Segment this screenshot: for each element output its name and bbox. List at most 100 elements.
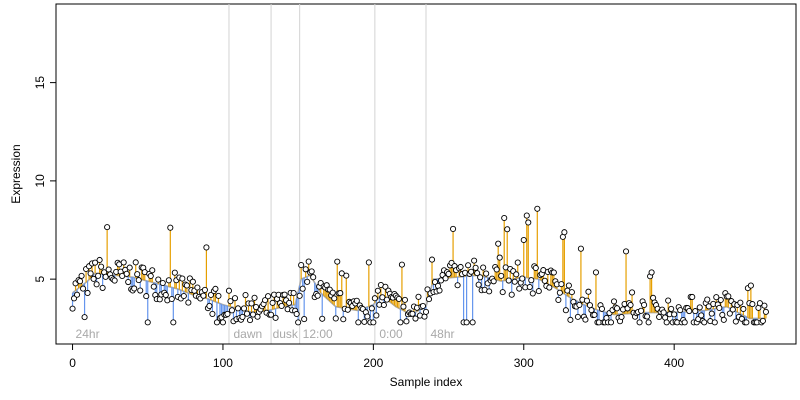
point-157 xyxy=(305,258,312,265)
point-427 xyxy=(711,319,718,326)
annotation-0: 24hr xyxy=(76,327,100,341)
x-tick-label-300: 300 xyxy=(514,356,534,370)
point-432 xyxy=(719,311,726,318)
point-217 xyxy=(395,295,402,302)
point-116 xyxy=(243,310,251,317)
point-83 xyxy=(194,284,201,291)
point-400 xyxy=(671,311,678,318)
point-57 xyxy=(155,276,162,283)
point-159 xyxy=(308,268,315,275)
point-38 xyxy=(126,264,133,271)
point-285 xyxy=(498,272,505,279)
point-189 xyxy=(353,297,360,304)
point-60 xyxy=(159,279,166,287)
point-182 xyxy=(343,272,350,279)
point-110 xyxy=(234,305,242,312)
point-123 xyxy=(254,313,261,320)
point-174 xyxy=(331,295,338,302)
annotation-labels: 24hr dawn dusk 12:00 0:00 48hr xyxy=(76,327,455,341)
point-226 xyxy=(409,310,416,317)
point-218 xyxy=(397,319,404,326)
point-446 xyxy=(740,305,747,313)
point-430 xyxy=(716,304,723,311)
point-163 xyxy=(314,292,321,299)
point-327 xyxy=(561,229,568,236)
point-130 xyxy=(265,293,272,300)
point-222 xyxy=(403,318,410,325)
point-330 xyxy=(565,282,572,289)
point-250 xyxy=(445,270,452,277)
y-tick-label-10: 10 xyxy=(33,174,47,188)
point-233 xyxy=(419,302,427,310)
point-220 xyxy=(400,303,407,310)
point-24 xyxy=(105,266,112,273)
point-149 xyxy=(293,310,300,318)
point-95 xyxy=(212,285,219,292)
x-tick-label-400: 400 xyxy=(664,356,684,370)
point-8 xyxy=(81,314,88,321)
point-77 xyxy=(185,299,192,306)
point-263 xyxy=(465,262,472,269)
point-52 xyxy=(147,272,154,280)
point-3 xyxy=(74,291,81,298)
point-15 xyxy=(92,259,99,266)
point-139 xyxy=(278,302,285,309)
point-296 xyxy=(514,259,521,266)
point-273 xyxy=(480,264,487,271)
annotation-5: 48hr xyxy=(431,327,455,341)
point-338 xyxy=(577,245,584,252)
point-420 xyxy=(701,319,708,326)
point-50 xyxy=(144,319,151,326)
point-106 xyxy=(228,307,236,314)
point-425 xyxy=(708,310,715,317)
point-151 xyxy=(296,292,303,299)
point-277 xyxy=(486,288,493,295)
point-200 xyxy=(370,319,377,326)
point-418 xyxy=(698,312,705,319)
point-297 xyxy=(516,285,523,292)
point-393 xyxy=(660,309,667,316)
point-309 xyxy=(534,205,541,212)
point-228 xyxy=(412,315,419,322)
point-275 xyxy=(483,270,490,277)
point-122 xyxy=(252,304,260,311)
point-436 xyxy=(725,293,732,300)
point-128 xyxy=(262,297,269,304)
point-286 xyxy=(499,289,506,296)
x-tick-label-0: 0 xyxy=(69,356,76,370)
point-345 xyxy=(588,307,595,314)
point-372 xyxy=(629,289,636,296)
point-23 xyxy=(104,224,111,231)
point-114 xyxy=(240,305,248,312)
point-190 xyxy=(355,319,362,326)
point-12 xyxy=(87,270,94,277)
point-414 xyxy=(692,308,699,315)
point-342 xyxy=(583,297,590,304)
point-178 xyxy=(337,290,344,297)
point-18 xyxy=(96,256,103,264)
point-66 xyxy=(168,295,175,303)
point-22 xyxy=(102,273,109,280)
point-113 xyxy=(239,313,246,321)
annotation-1: dawn xyxy=(233,327,262,341)
point-248 xyxy=(442,275,449,282)
point-54 xyxy=(150,283,157,290)
x-tick-label-100: 100 xyxy=(213,356,233,370)
point-308 xyxy=(532,264,539,272)
point-422 xyxy=(704,296,711,303)
point-37 xyxy=(125,278,132,286)
point-343 xyxy=(585,288,592,295)
point-201 xyxy=(371,295,378,302)
point-104 xyxy=(225,287,233,294)
point-141 xyxy=(281,291,288,298)
point-457 xyxy=(756,300,763,307)
point-219 xyxy=(398,261,405,268)
point-20 xyxy=(99,284,106,291)
point-268 xyxy=(472,264,479,271)
point-300 xyxy=(520,236,527,244)
point-132 xyxy=(268,311,275,318)
point-236 xyxy=(424,286,431,293)
point-41 xyxy=(131,285,138,292)
point-49 xyxy=(143,293,150,300)
point-337 xyxy=(576,301,583,308)
